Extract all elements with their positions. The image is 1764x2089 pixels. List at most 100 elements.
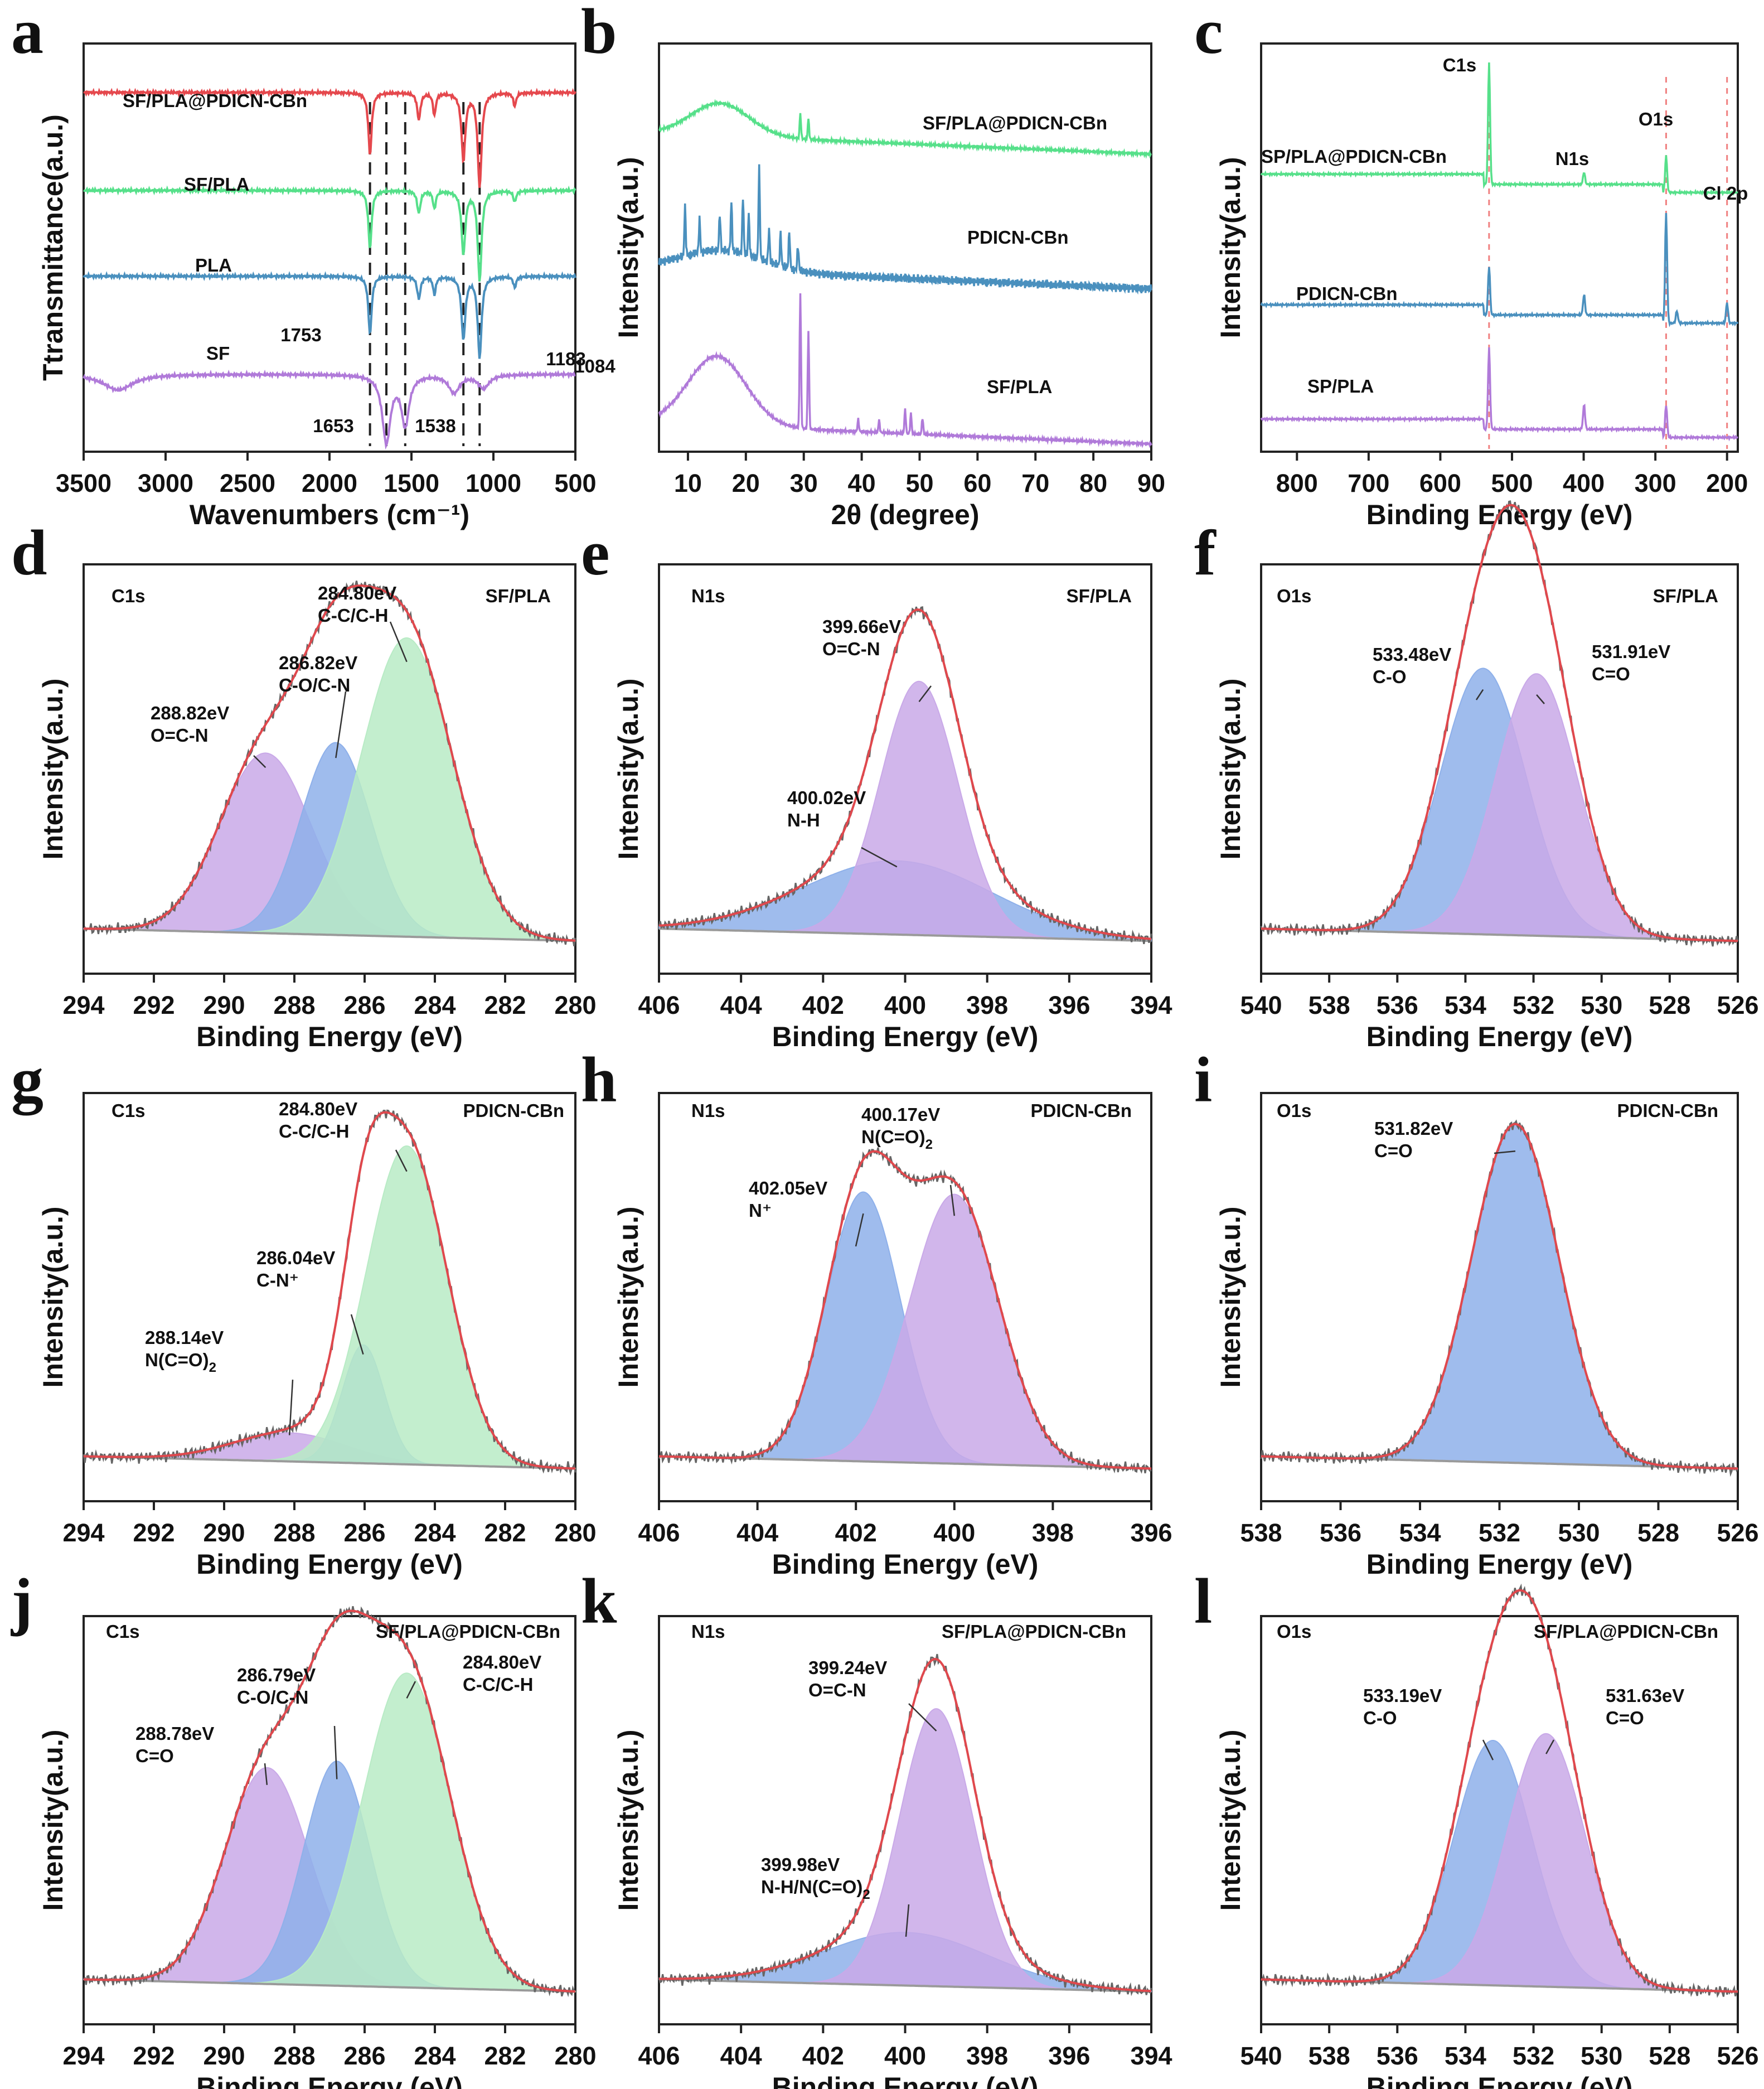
component-bond-text: N(C=O) [861,1126,925,1147]
x-tick-label: 284 [414,2042,455,2070]
y-axis-title: Intensity(a.u.) [613,1206,644,1387]
component-energy-label: 531.82eV [1374,1118,1453,1139]
y-axis-title: Intensity(a.u.) [1215,157,1246,338]
panel-h: 406 404 402 400 398 396 Binding Energy (eV) Int… [613,1092,1172,1580]
ftir-series-line [83,271,576,359]
x-tick-label: 280 [554,1519,596,1547]
x-tick-label: 400 [1563,469,1605,497]
component-energy-label: 288.14eV [145,1327,224,1348]
x-tick-label: 288 [273,1519,315,1547]
panel-b: 10 20 30 40 50 60 70 80 90 2θ (degree) Intensity(a… [613,42,1165,530]
y-axis-title: Intensity(a.u.) [613,157,644,338]
annotation-arrow [333,1725,338,1779]
component-bond-text: C=O [135,1745,174,1766]
annotation-arrow [1494,1150,1516,1154]
series-label: SF/PLA [987,376,1052,397]
component-energy-label: 284.80eV [318,583,396,603]
component-bond-label: C-C/C-H [279,1121,349,1142]
series-label: PLA [195,255,232,275]
sample-label: SF/PLA@PDICN-CBn [376,1621,560,1642]
panel-i: 538 536 534 532 530 528 526 Binding Energy (eV)… [1215,1092,1759,1580]
component-energy-label: 286.82eV [279,652,357,673]
band-label: 1753 [280,325,321,345]
fit-envelope-line [83,1609,576,1993]
core-level-label: N1s [691,1621,725,1642]
x-tick-label: 536 [1320,1519,1361,1547]
x-tick-label: 286 [343,991,385,1019]
component-bond-text: C-N⁺ [256,1270,299,1290]
annotation-arrow [918,685,932,702]
component-peak-fill [659,1708,1151,1993]
x-tick-label: 290 [203,1519,245,1547]
annotation-arrow [1475,689,1484,700]
x-tick-label: 292 [133,2042,175,2070]
series-label: SF/PLA [184,174,249,195]
component-energy-label: 288.82eV [151,703,229,723]
x-tick-label: 20 [732,469,760,497]
core-level-label: C1s [112,586,146,606]
annotation-arrow [406,1681,416,1699]
component-energy-label: 284.80eV [463,1652,541,1672]
x-tick-label: 2500 [220,469,275,497]
core-level-label: N1s [691,586,725,606]
y-axis-title: Intensity(a.u.) [37,678,69,859]
core-level-label: O1s [1277,586,1311,606]
plot-frame [83,1092,576,1502]
annotation-arrow [253,755,266,768]
fit-envelope-line [1261,504,1738,942]
panel-l: 540 538 536 534 532 530 528 526 Binding Energy (… [1215,1583,1759,2089]
plot-frame [83,563,576,975]
component-bond-label: C-N⁺ [256,1270,299,1290]
component-bond-label: N(C=O)2 [145,1350,216,1375]
panel-a: 3500 3000 2500 2000 1500 1000 500 Wavenumbers (… [37,42,616,530]
x-tick-label: 50 [905,469,933,497]
peak-label: N1s [1555,148,1589,169]
x-tick-label: 526 [1717,1519,1758,1547]
y-axis-title: Intensity(a.u.) [37,1206,69,1387]
panel-d: 294 292 290 288 286 284 282 280 Binding Energy (… [37,563,597,1052]
x-tick-label: 294 [62,2042,104,2070]
series-label: PDICN-CBn [967,227,1068,248]
x-tick-label: 400 [933,1519,975,1547]
x-tick-label: 70 [1021,469,1049,497]
sample-label: PDICN-CBn [1031,1100,1132,1121]
panel-letter: g [11,1044,43,1116]
component-bond-label: O=C-N [151,725,209,746]
panel-letter: i [1194,1044,1212,1116]
component-bond-label: N-H/N(C=O)2 [761,1877,870,1902]
x-tick-label: 528 [1637,1519,1679,1547]
annotation-arrow [1482,1739,1494,1761]
panel-letter: f [1194,518,1217,589]
x-tick-label: 200 [1706,469,1748,497]
x-tick-label: 2000 [302,469,357,497]
x-tick-label: 280 [554,991,596,1019]
x-tick-label: 538 [1309,2042,1350,2070]
sample-label: SF/PLA [486,586,551,606]
y-axis-title: Intensity(a.u.) [613,678,644,859]
y-axis-title: Intensity(a.u.) [1215,1729,1246,1911]
x-tick-label: 532 [1513,991,1554,1019]
survey-series-line [1260,62,1739,196]
annotation-arrow [1536,694,1545,704]
x-tick-label: 80 [1079,469,1107,497]
component-energy-label: 286.04eV [256,1247,335,1268]
fit-envelope-line [658,608,1152,940]
x-axis-title: Binding Energy (eV) [772,2072,1039,2089]
series-label: SP/PLA@PDICN-CBn [1261,146,1447,167]
annotation-arrow [395,1149,408,1172]
component-bond-label: C=O [1374,1140,1413,1161]
component-bond-label: N⁺ [749,1200,772,1221]
x-tick-label: 398 [1032,1519,1074,1547]
fit-envelope-line [1261,1589,1738,1993]
survey-series-line [1260,347,1738,442]
x-tick-label: 406 [638,991,680,1019]
panel-letter: h [581,1044,617,1116]
x-tick-label: 538 [1240,1519,1282,1547]
plot-frame [658,1092,1152,1502]
x-tick-label: 526 [1717,2042,1758,2070]
y-axis-title: Intensity(a.u.) [613,1729,644,1911]
background-line [659,1978,1151,1993]
peak-label: O1s [1639,109,1673,129]
x-tick-label: 530 [1558,1519,1600,1547]
panel-letter: l [1194,1566,1212,1637]
